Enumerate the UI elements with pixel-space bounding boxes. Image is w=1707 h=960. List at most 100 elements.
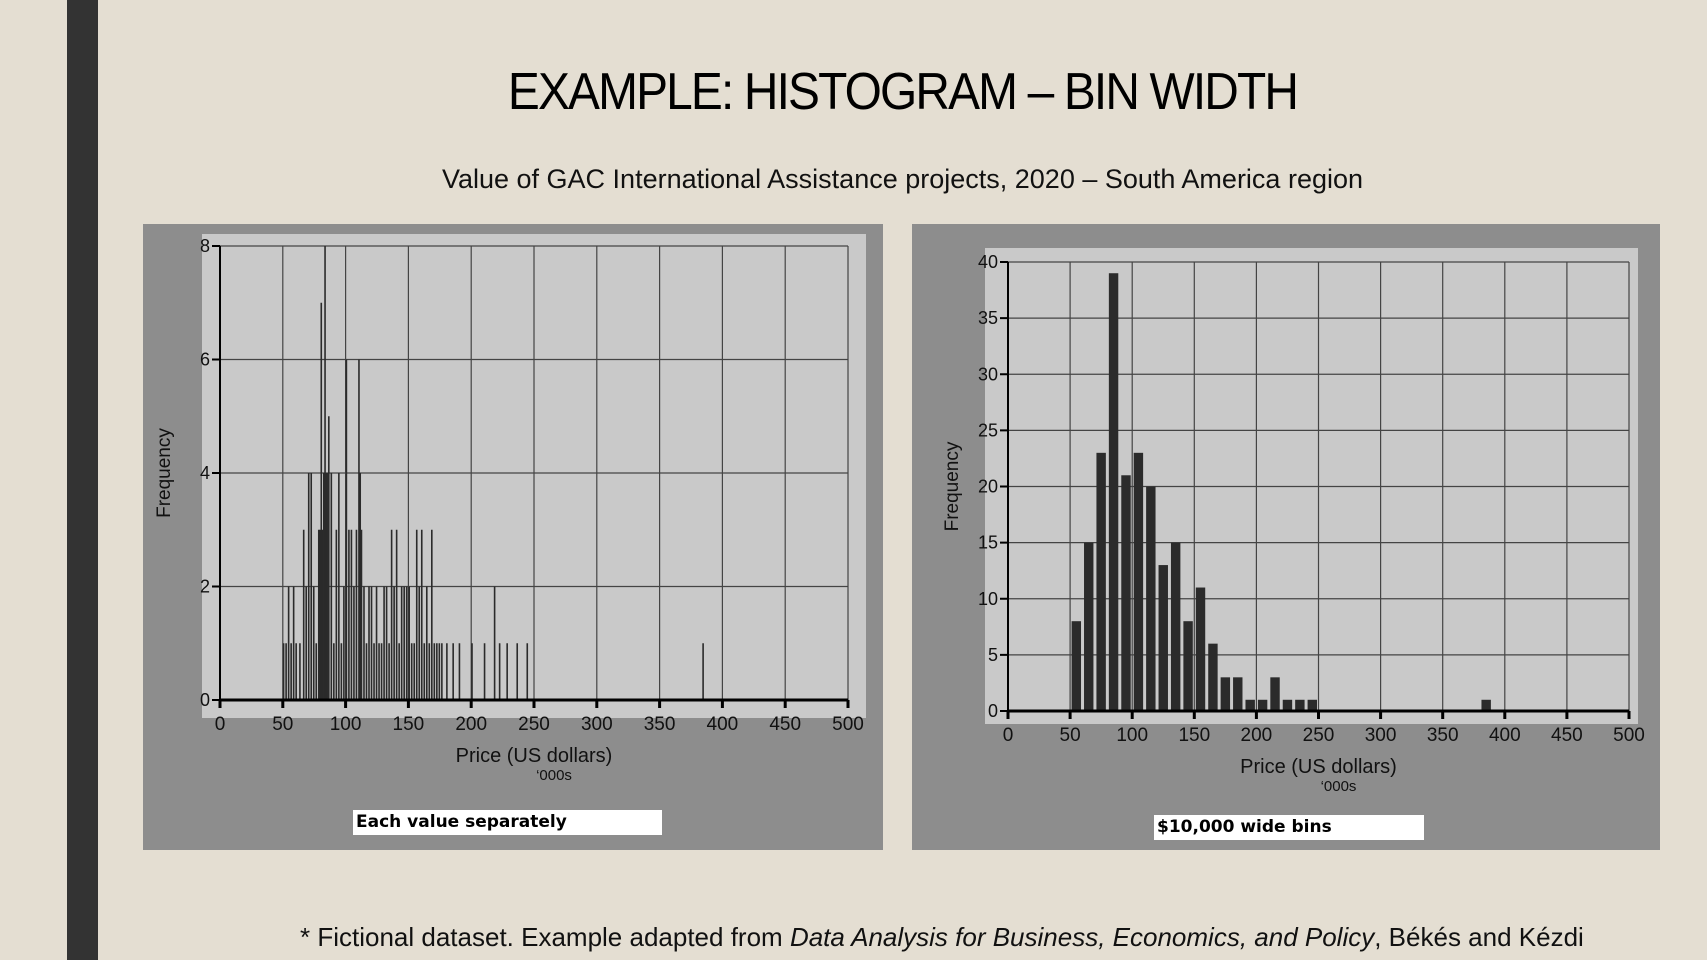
y-tick-label: 2 — [200, 577, 210, 597]
histogram-bar — [368, 586, 370, 700]
histogram-bar — [498, 643, 501, 700]
histogram-bar — [493, 586, 496, 700]
histogram-bar — [458, 643, 461, 700]
histogram-bar — [405, 586, 408, 700]
histogram-bar — [413, 643, 416, 700]
x-axis-unit: ‘000s — [536, 767, 572, 784]
histogram-bar — [1170, 542, 1181, 711]
histogram-bar — [390, 529, 393, 700]
histogram-bar — [290, 643, 292, 700]
footnote-book-title: Data Analysis for Business, Economics, a… — [789, 922, 1375, 952]
y-tick-label: 40 — [978, 252, 998, 272]
histogram-bar — [483, 643, 486, 700]
histogram-bar — [321, 529, 324, 700]
histogram-bar — [1071, 621, 1082, 711]
x-tick-label: 350 — [644, 714, 676, 735]
histogram-bar — [420, 529, 423, 700]
histogram-bar — [423, 643, 426, 700]
histogram-bar — [353, 586, 355, 700]
histogram-bar — [326, 473, 329, 700]
histogram-bar — [1133, 452, 1144, 711]
histogram-bar — [1096, 452, 1106, 711]
y-axis-label: Frequency — [154, 428, 175, 518]
histogram-bar — [348, 529, 350, 700]
histogram-bar — [355, 529, 358, 700]
footnote-text: * Fictional dataset. Example adapted fro… — [300, 922, 790, 952]
x-tick-label: 250 — [518, 714, 550, 735]
histogram-bar — [1257, 699, 1268, 711]
x-tick-label: 300 — [581, 714, 613, 735]
x-tick-label: 100 — [1116, 725, 1148, 746]
x-tick-label: 500 — [832, 714, 864, 735]
histogram-bar — [307, 473, 310, 700]
histogram-bar — [1121, 475, 1131, 711]
histogram-bar — [438, 643, 441, 700]
histogram-bar — [1245, 699, 1255, 711]
histogram-bar — [378, 643, 380, 700]
histogram-bar — [365, 643, 368, 700]
histogram-bar — [340, 643, 343, 700]
y-axis-label: Frequency — [942, 441, 963, 531]
histogram-bar — [345, 359, 348, 700]
x-tick-label: 100 — [330, 714, 362, 735]
x-tick-label: 450 — [769, 714, 801, 735]
slide-subtitle: Value of GAC International Assistance pr… — [441, 164, 1364, 194]
x-axis-label: Price (US dollars) — [1240, 756, 1397, 778]
histogram-bar — [325, 473, 328, 700]
histogram-bar — [295, 643, 297, 700]
histogram-bar — [1208, 643, 1218, 711]
y-tick-label: 6 — [200, 350, 210, 370]
footnote: * Fictional dataset. Example adapted fro… — [300, 922, 1584, 953]
histogram-bar — [1307, 699, 1317, 711]
x-tick-label: 250 — [1303, 725, 1335, 746]
histogram-bar — [335, 529, 338, 700]
slide-title: EXAMPLE: HISTOGRAM – BIN WIDTH — [507, 63, 1299, 121]
histogram-bar — [338, 473, 340, 700]
histogram-bar — [285, 643, 287, 700]
histogram-bar — [428, 643, 431, 700]
histogram-bar — [506, 643, 508, 700]
histogram-bar — [1195, 587, 1206, 711]
histogram-bar — [1295, 699, 1305, 711]
x-tick-label: 300 — [1365, 725, 1397, 746]
y-tick-label: 25 — [978, 420, 998, 440]
histogram-bar — [471, 643, 473, 700]
histogram-bar — [1183, 621, 1193, 711]
histogram-bar — [1108, 273, 1119, 711]
accent-bar — [67, 0, 98, 960]
histogram-bar — [526, 643, 529, 700]
x-tick-label: 50 — [272, 714, 293, 735]
histogram-bar — [322, 473, 325, 700]
y-tick-label: 10 — [978, 589, 998, 609]
histogram-bar — [395, 529, 398, 700]
histogram-10k-bins: 0 50 100 150 200 250 300 350 400 450 500 0 5 10 15 20 25… — [912, 224, 1660, 850]
histogram-bar — [1481, 699, 1491, 711]
histogram-bar — [441, 643, 443, 700]
chart-right-svg: 0 50 100 150 200 250 300 350 400 450 500 0 5 10 15 20 25… — [942, 248, 1645, 795]
histogram-bar — [702, 643, 704, 700]
x-tick-label: 450 — [1551, 725, 1583, 746]
histogram-bar — [1282, 699, 1293, 711]
histogram-bar — [1158, 565, 1168, 711]
histogram-bar — [383, 586, 385, 700]
histogram-bar — [408, 586, 410, 700]
y-tick-label: 15 — [978, 533, 998, 553]
histogram-bar — [302, 529, 305, 700]
histogram-bar — [452, 643, 454, 700]
histogram-bar — [363, 586, 365, 700]
histogram-bar — [350, 529, 353, 700]
histogram-bar — [1270, 677, 1280, 711]
x-tick-label: 150 — [393, 714, 425, 735]
histogram-bar — [328, 416, 330, 700]
histogram-individual-values: 0 50 100 150 200 250 300 350 400 450 500 0 2 4 6 8 Price… — [143, 224, 883, 850]
histogram-bar — [287, 586, 290, 700]
histogram-bar — [380, 643, 383, 700]
histogram-bar — [299, 643, 301, 700]
histogram-bar — [415, 529, 418, 700]
histogram-bar — [282, 643, 285, 700]
histogram-bar — [312, 586, 315, 700]
histogram-bar — [393, 586, 395, 700]
histogram-bar — [410, 643, 413, 700]
histogram-bar — [1146, 486, 1156, 711]
chart-caption: $10,000 wide bins — [1154, 815, 1424, 840]
